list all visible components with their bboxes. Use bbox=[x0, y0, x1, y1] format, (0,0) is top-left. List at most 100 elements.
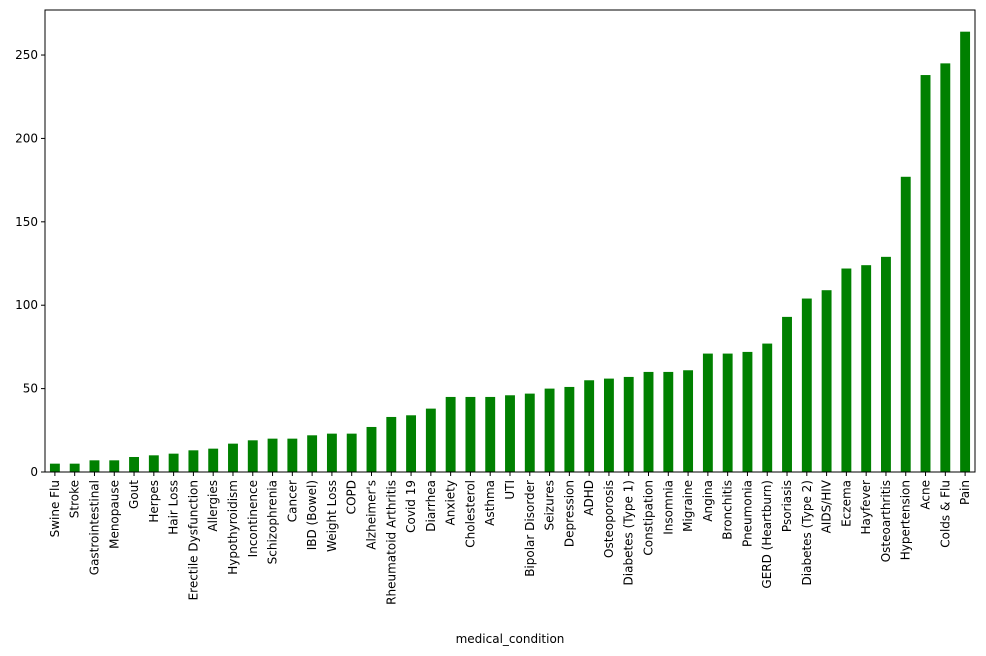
bar-anxiety bbox=[445, 396, 456, 472]
x-tick-label: Insomnia bbox=[661, 480, 675, 535]
y-tick-label: 50 bbox=[23, 382, 38, 396]
bar-cancer bbox=[287, 438, 298, 472]
x-axis: Swine Flu Stroke Gastrointestinal Menopause… bbox=[48, 472, 972, 605]
x-axis-label: medical_condition bbox=[456, 632, 565, 646]
x-tick-label: Weight Loss bbox=[325, 480, 339, 552]
bar-copd bbox=[346, 433, 357, 472]
y-tick-label: 0 bbox=[30, 465, 38, 479]
bar-bronchitis bbox=[722, 353, 733, 472]
bar-acne bbox=[920, 75, 931, 472]
y-axis: 0 50 100 150 200 250 bbox=[15, 48, 45, 479]
x-tick-label: Diabetes (Type 2) bbox=[800, 480, 814, 585]
bar-colds-flu bbox=[940, 63, 951, 473]
bar-depression bbox=[564, 386, 575, 472]
x-tick-label: Osteoporosis bbox=[602, 480, 616, 558]
bar-psoriasis bbox=[782, 316, 792, 472]
x-tick-label: Hayfever bbox=[859, 480, 873, 535]
x-tick-label: ADHD bbox=[582, 480, 596, 516]
x-tick-label: Colds & Flu bbox=[938, 480, 952, 548]
bar-cholesterol bbox=[465, 396, 476, 472]
x-tick-label: Incontinence bbox=[246, 480, 260, 557]
bar-swine-flu bbox=[49, 463, 60, 472]
x-tick-label: Cholesterol bbox=[463, 480, 477, 548]
bar-weight-loss bbox=[326, 433, 337, 472]
x-tick-label: Migraine bbox=[681, 480, 695, 532]
bar-stroke bbox=[69, 463, 80, 472]
bar-hair-loss bbox=[168, 453, 179, 472]
y-tick-label: 250 bbox=[15, 48, 38, 62]
x-tick-label: Eczema bbox=[839, 480, 853, 527]
bar-menopause bbox=[109, 460, 120, 472]
x-tick-label: Hair Loss bbox=[167, 480, 181, 535]
bar-allergies bbox=[208, 448, 219, 472]
bar-covid-19 bbox=[406, 415, 417, 472]
x-tick-label: Bipolar Disorder bbox=[523, 480, 537, 577]
x-tick-label: Gastrointestinal bbox=[87, 480, 101, 575]
bar-gastrointestinal bbox=[89, 460, 100, 472]
x-tick-label: Covid 19 bbox=[404, 480, 418, 533]
x-tick-label: Schizophrenia bbox=[266, 480, 280, 564]
bar-aids-hiv bbox=[821, 290, 832, 472]
x-tick-label: Erectile Dysfunction bbox=[186, 480, 200, 600]
bar-uti bbox=[505, 395, 515, 472]
y-tick-label: 200 bbox=[15, 131, 38, 145]
x-tick-label: Acne bbox=[919, 480, 933, 510]
x-tick-label: Bronchitis bbox=[721, 480, 735, 540]
bar-seizures bbox=[544, 388, 555, 472]
bar-eczema bbox=[841, 268, 852, 472]
x-tick-label: Gout bbox=[127, 480, 141, 509]
x-tick-label: Hypothyroidism bbox=[226, 480, 240, 575]
bar-migraine bbox=[683, 370, 694, 472]
x-tick-label: Stroke bbox=[68, 480, 82, 518]
bar-alzheimer-s bbox=[366, 426, 377, 472]
bar-asthma bbox=[485, 396, 496, 472]
bar-pain bbox=[960, 31, 971, 472]
bar-insomnia bbox=[663, 371, 674, 472]
x-tick-label: Hypertension bbox=[899, 480, 913, 560]
bar-diarrhea bbox=[425, 408, 436, 472]
bar-rheumatoid-arthritis bbox=[386, 416, 397, 472]
bar-gerd-heartburn bbox=[762, 343, 773, 472]
x-tick-label: AIDS/HIV bbox=[820, 479, 834, 533]
plot-frame bbox=[44, 9, 976, 473]
x-tick-label: IBD (Bowel) bbox=[305, 480, 319, 550]
bar-herpes bbox=[148, 455, 159, 472]
bars-group bbox=[49, 31, 971, 473]
bar-schizophrenia bbox=[267, 438, 278, 472]
bar-erectile-dysfunction bbox=[188, 450, 199, 472]
bar-osteoporosis bbox=[603, 378, 614, 472]
bar-hypertension bbox=[900, 176, 911, 473]
bar-hayfever bbox=[861, 265, 872, 472]
x-tick-label: Menopause bbox=[107, 480, 121, 549]
x-tick-label: Allergies bbox=[206, 480, 220, 532]
x-tick-label: Swine Flu bbox=[48, 480, 62, 537]
bar-bipolar-disorder bbox=[524, 393, 535, 472]
x-tick-label: Cancer bbox=[285, 480, 299, 522]
x-tick-label: Anxiety bbox=[444, 480, 458, 525]
bar-pneumonia bbox=[742, 351, 753, 472]
y-tick-label: 150 bbox=[15, 215, 38, 229]
x-tick-label: Constipation bbox=[642, 480, 656, 556]
bar-gout bbox=[129, 456, 139, 472]
x-tick-label: Pain bbox=[958, 480, 972, 505]
x-tick-label: Osteoarthritis bbox=[879, 480, 893, 562]
x-tick-label: Rheumatoid Arthritis bbox=[384, 480, 398, 605]
x-tick-label: Herpes bbox=[147, 480, 161, 523]
bar-adhd bbox=[584, 380, 595, 472]
y-tick-label: 100 bbox=[15, 298, 38, 312]
bar-diabetes-type-2 bbox=[801, 298, 812, 472]
x-tick-label: Angina bbox=[701, 480, 715, 522]
x-tick-label: Diarrhea bbox=[424, 480, 438, 532]
x-tick-label: Psoriasis bbox=[780, 480, 794, 532]
x-tick-label: Seizures bbox=[543, 480, 557, 531]
bar-osteoarthritis bbox=[881, 256, 891, 472]
bar-diabetes-type-1 bbox=[623, 376, 634, 472]
x-tick-label: UTI bbox=[503, 480, 517, 500]
bar-incontinence bbox=[247, 440, 258, 472]
x-tick-label: COPD bbox=[345, 480, 359, 514]
bar-angina bbox=[702, 353, 713, 472]
x-tick-label: Depression bbox=[562, 480, 576, 547]
bar-ibd-bowel bbox=[307, 435, 318, 472]
bar-hypothyroidism bbox=[228, 443, 238, 472]
